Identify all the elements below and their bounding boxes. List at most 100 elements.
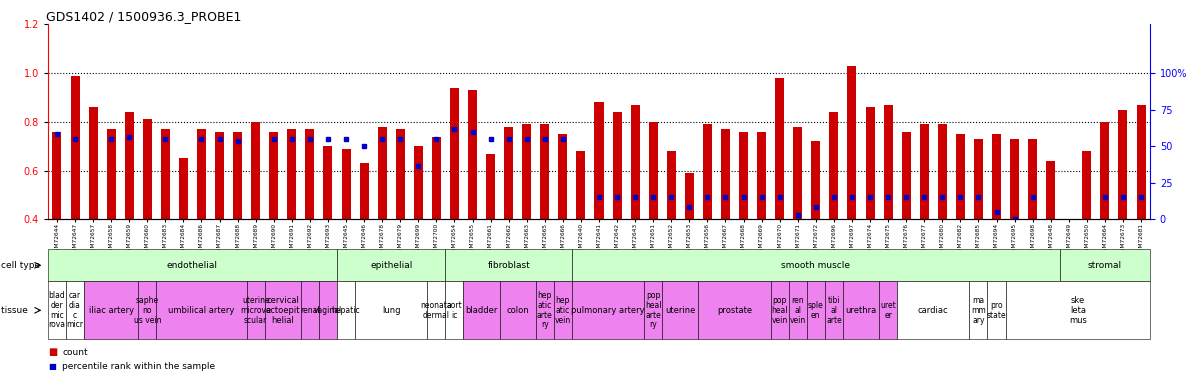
Bar bbox=[902, 132, 910, 219]
Text: ren
al
vein: ren al vein bbox=[789, 296, 806, 324]
Bar bbox=[1010, 139, 1019, 219]
Bar bbox=[739, 132, 748, 219]
Text: GDS1402 / 1500936.3_PROBE1: GDS1402 / 1500936.3_PROBE1 bbox=[46, 10, 241, 23]
Bar bbox=[1028, 139, 1037, 219]
Bar bbox=[468, 90, 477, 219]
Bar bbox=[413, 146, 423, 219]
Text: endothelial: endothelial bbox=[167, 261, 218, 270]
Bar bbox=[1137, 105, 1145, 219]
Bar bbox=[1101, 122, 1109, 219]
Bar bbox=[938, 124, 946, 219]
Bar bbox=[486, 154, 495, 219]
Text: percentile rank within the sample: percentile rank within the sample bbox=[62, 362, 216, 371]
Bar bbox=[234, 132, 242, 219]
Bar bbox=[685, 173, 694, 219]
Bar bbox=[252, 122, 260, 219]
Bar bbox=[594, 102, 604, 219]
Bar bbox=[865, 107, 875, 219]
Text: hep
atic
arte
ry: hep atic arte ry bbox=[537, 291, 552, 329]
Bar bbox=[196, 129, 206, 219]
Text: pro
state: pro state bbox=[987, 301, 1006, 320]
Text: aort
ic: aort ic bbox=[447, 301, 462, 320]
Bar bbox=[89, 107, 97, 219]
Bar bbox=[270, 132, 278, 219]
Text: cell type: cell type bbox=[1, 261, 43, 270]
Bar bbox=[53, 132, 61, 219]
Text: uret
er: uret er bbox=[881, 301, 896, 320]
Bar bbox=[757, 132, 767, 219]
Bar bbox=[775, 78, 785, 219]
Bar bbox=[125, 112, 134, 219]
Text: vaginal: vaginal bbox=[314, 306, 343, 315]
Bar bbox=[974, 139, 982, 219]
Bar bbox=[540, 124, 550, 219]
Text: sple
en: sple en bbox=[807, 301, 824, 320]
Text: epithelial: epithelial bbox=[370, 261, 412, 270]
Bar bbox=[450, 88, 459, 219]
Bar bbox=[1082, 151, 1091, 219]
Text: smooth muscle: smooth muscle bbox=[781, 261, 851, 270]
Bar bbox=[703, 124, 712, 219]
Bar bbox=[216, 132, 224, 219]
Bar bbox=[1119, 110, 1127, 219]
Text: renal: renal bbox=[300, 306, 320, 315]
Bar bbox=[1046, 161, 1055, 219]
Bar bbox=[612, 112, 622, 219]
Text: tissue: tissue bbox=[1, 306, 31, 315]
Text: fibroblast: fibroblast bbox=[488, 261, 530, 270]
Bar bbox=[341, 149, 351, 219]
Text: iliac artery: iliac artery bbox=[89, 306, 134, 315]
Bar bbox=[793, 127, 803, 219]
Text: pop
heal
vein: pop heal vein bbox=[772, 296, 788, 324]
Text: saphe
no
us vein: saphe no us vein bbox=[133, 296, 161, 324]
Text: ske
leta
mus: ske leta mus bbox=[1069, 296, 1087, 324]
Bar bbox=[323, 146, 333, 219]
Text: ■: ■ bbox=[48, 347, 58, 357]
Bar bbox=[305, 129, 314, 219]
Bar bbox=[576, 151, 586, 219]
Text: ■: ■ bbox=[48, 362, 56, 371]
Text: urethra: urethra bbox=[846, 306, 877, 315]
Text: hepatic: hepatic bbox=[332, 306, 361, 315]
Bar bbox=[522, 124, 531, 219]
Text: pulmonary artery: pulmonary artery bbox=[571, 306, 645, 315]
Bar bbox=[648, 122, 658, 219]
Text: cardiac: cardiac bbox=[918, 306, 949, 315]
Text: count: count bbox=[62, 348, 87, 357]
Bar bbox=[395, 129, 405, 219]
Text: umbilical artery: umbilical artery bbox=[168, 306, 235, 315]
Text: pop
heal
arte
ry: pop heal arte ry bbox=[645, 291, 661, 329]
Text: prostate: prostate bbox=[716, 306, 752, 315]
Text: lung: lung bbox=[382, 306, 400, 315]
Text: ma
mm
ary: ma mm ary bbox=[972, 296, 986, 324]
Bar bbox=[992, 134, 1002, 219]
Bar bbox=[1064, 219, 1073, 273]
Bar bbox=[179, 158, 188, 219]
Text: car
dia
c
micr: car dia c micr bbox=[67, 291, 84, 329]
Text: hep
atic
vein: hep atic vein bbox=[555, 296, 571, 324]
Bar bbox=[884, 105, 893, 219]
Text: colon: colon bbox=[507, 306, 530, 315]
Bar bbox=[143, 119, 152, 219]
Bar bbox=[630, 105, 640, 219]
Text: uterine
microva
scular: uterine microva scular bbox=[241, 296, 271, 324]
Text: cervical
ectoepit
helial: cervical ectoepit helial bbox=[266, 296, 300, 324]
Bar bbox=[667, 151, 676, 219]
Text: blad
der
mic
rova: blad der mic rova bbox=[48, 291, 66, 329]
Bar bbox=[161, 129, 170, 219]
Text: tibi
al
arte: tibi al arte bbox=[825, 296, 842, 324]
Bar bbox=[504, 127, 513, 219]
Bar bbox=[107, 129, 116, 219]
Bar bbox=[847, 66, 857, 219]
Text: uterine: uterine bbox=[665, 306, 696, 315]
Bar bbox=[956, 134, 964, 219]
Bar bbox=[71, 76, 79, 219]
Bar bbox=[377, 127, 387, 219]
Bar bbox=[920, 124, 928, 219]
Text: neonata
dermal: neonata dermal bbox=[420, 301, 452, 320]
Bar bbox=[288, 129, 296, 219]
Bar bbox=[721, 129, 730, 219]
Text: stromal: stromal bbox=[1088, 261, 1123, 270]
Text: bladder: bladder bbox=[465, 306, 497, 315]
Bar bbox=[359, 164, 369, 219]
